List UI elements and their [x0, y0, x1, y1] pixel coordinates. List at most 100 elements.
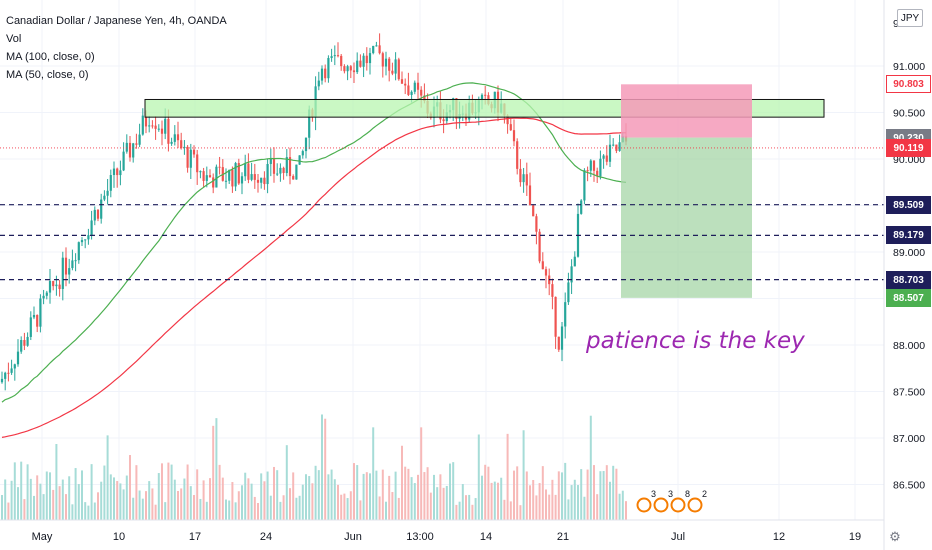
candle-body — [87, 235, 90, 240]
volume-bar — [551, 479, 554, 520]
legend-vol[interactable]: Vol — [6, 33, 22, 45]
candle-body — [74, 260, 77, 262]
candle-body — [333, 55, 336, 57]
volume-bar — [151, 488, 154, 520]
volume-bar — [189, 486, 192, 520]
volume-bar — [359, 500, 362, 520]
volume-bar — [100, 481, 103, 520]
candle-body — [55, 284, 58, 287]
volume-bar — [234, 502, 237, 520]
target-zone — [621, 137, 752, 298]
event-marker-icon — [653, 497, 669, 513]
candle-body — [368, 53, 372, 64]
candle-body — [263, 177, 266, 185]
volume-bar — [93, 502, 96, 520]
candle-body — [522, 174, 525, 183]
volume-bar — [436, 487, 439, 520]
volume-bar — [20, 461, 23, 520]
volume-bar — [295, 497, 298, 520]
volume-bar — [87, 505, 90, 520]
currency-label[interactable]: JPY — [897, 9, 923, 27]
volume-bar — [49, 472, 51, 520]
candle-body — [615, 144, 618, 151]
candle-body — [535, 216, 538, 232]
candle-body — [413, 82, 416, 92]
volume-bar — [445, 485, 448, 520]
candle-body — [154, 125, 157, 129]
time-tick-label: 14 — [480, 531, 492, 543]
candle-body — [84, 239, 87, 241]
volume-bar — [554, 494, 557, 520]
legend-ma100[interactable]: MA (100, close, 0) — [6, 51, 95, 63]
settings-icon[interactable]: ⚙ — [889, 529, 901, 544]
volume-bar — [378, 496, 381, 520]
candle-body — [509, 124, 512, 131]
drawings[interactable]: 3 3 8 2 — [0, 84, 884, 513]
volume-bar — [330, 469, 333, 520]
candle-body — [186, 146, 189, 168]
candle-body — [599, 158, 602, 177]
candle-body — [365, 55, 368, 64]
time-tick-label: 12 — [773, 531, 785, 543]
volume-bar — [71, 504, 74, 520]
volume-bar — [129, 455, 131, 520]
volume-bar — [97, 492, 99, 520]
volume-bar — [55, 443, 58, 520]
candle-body — [48, 281, 52, 293]
volume-bar — [346, 498, 349, 520]
candle-body — [176, 134, 180, 141]
candle-body — [391, 70, 394, 74]
candle-body — [132, 143, 135, 158]
candle-body — [224, 180, 228, 182]
volume-bar — [423, 472, 426, 520]
axis-tick-label: 91.000 — [893, 61, 925, 73]
candle-body — [61, 257, 64, 290]
candle-body — [164, 118, 167, 134]
volume-bar — [167, 462, 170, 520]
volume-bar — [340, 494, 343, 520]
candle-body — [592, 160, 596, 171]
volume-bar — [183, 478, 186, 520]
annotation-text[interactable]: patience is the key — [586, 328, 805, 354]
time-tick-label: 13:00 — [406, 531, 434, 543]
candle-body — [7, 372, 10, 374]
moving-averages — [1, 82, 627, 438]
volume-bar — [154, 504, 157, 520]
volume-bar — [276, 470, 279, 520]
volume-bar — [433, 474, 435, 520]
symbol-title[interactable]: Canadian Dollar / Japanese Yen, 4h, OAND… — [6, 15, 227, 27]
candle-body — [560, 326, 564, 350]
price-tag-last: 90.119 — [886, 138, 931, 157]
event-marker-count: 3 — [668, 489, 673, 499]
candle-body — [512, 130, 516, 142]
candle-body — [564, 302, 567, 327]
volume-bar — [269, 495, 272, 520]
volume-bar — [356, 465, 359, 520]
volume-bar — [141, 498, 144, 520]
volume-bar — [177, 490, 179, 520]
time-axis[interactable]: May 10 17 24 Jun 13:00 14 21 Jul 12 19 — [0, 519, 884, 543]
volume-bar — [381, 469, 384, 520]
volume-bar — [237, 491, 240, 520]
volume-bar — [474, 498, 477, 520]
candle-body — [292, 176, 295, 180]
volume-bar — [317, 470, 320, 520]
candle-body — [407, 85, 410, 95]
volume-bar — [1, 495, 3, 520]
volume-bar — [218, 464, 221, 520]
volume-bar — [503, 499, 506, 520]
legend-ma50[interactable]: MA (50, close, 0) — [6, 69, 89, 81]
candle-body — [349, 66, 352, 71]
volume-bar — [471, 504, 474, 520]
candle-body — [192, 149, 196, 155]
event-marker-count: 8 — [685, 489, 690, 499]
candle-body — [52, 281, 55, 287]
volume-bar — [161, 463, 163, 520]
candle-body — [336, 55, 340, 57]
candle-body — [96, 209, 100, 219]
volume-bar — [311, 483, 314, 520]
volume-bar — [125, 475, 128, 520]
candle-body — [580, 200, 583, 214]
candle-body — [484, 94, 487, 96]
volume-bar — [612, 465, 615, 520]
